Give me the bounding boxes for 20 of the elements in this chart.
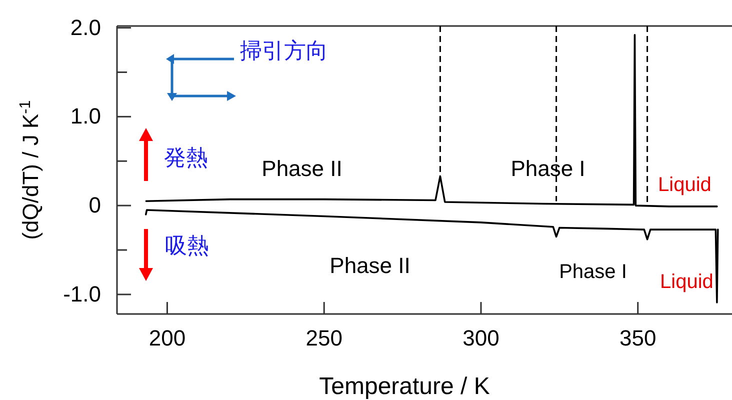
annotation: 発熱 <box>164 144 208 170</box>
x-tick-label: 350 <box>620 326 656 351</box>
y-tick-label: 0 <box>88 192 101 218</box>
annotation: Phase II <box>262 156 342 181</box>
line-series <box>145 34 718 208</box>
x-tick-label: 200 <box>148 326 186 351</box>
y-tick-label: 2.0 <box>70 14 101 40</box>
annotation: Phase I <box>559 261 627 284</box>
x-tick-label: 300 <box>462 326 500 351</box>
annotation: Liquid <box>660 271 714 294</box>
annotation: Phase II <box>330 252 410 278</box>
line-series <box>144 209 719 304</box>
y-tick-label: -1.0 <box>63 281 101 306</box>
x-tick-label: 250 <box>306 326 342 351</box>
annotation: 吸熱 <box>165 232 209 258</box>
y-tick-label: 1.0 <box>70 104 101 129</box>
annotation: Liquid <box>658 174 712 196</box>
annotation: Phase I <box>510 156 586 181</box>
annotation: 掃引方向 <box>240 38 328 63</box>
x-axis-title: Temperature / K <box>319 373 490 400</box>
